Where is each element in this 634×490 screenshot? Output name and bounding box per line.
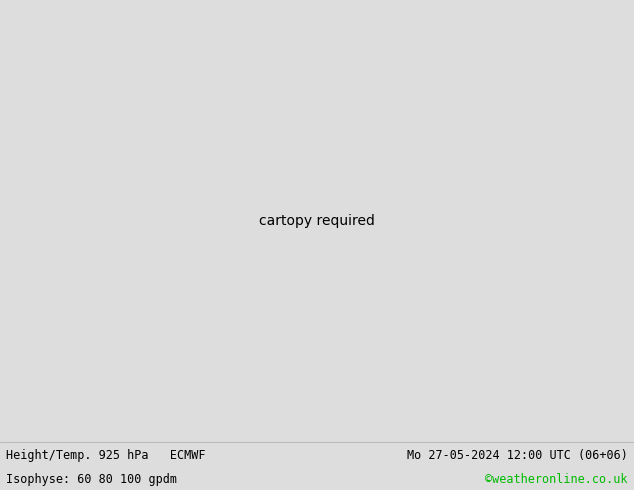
Text: ©weatheronline.co.uk: ©weatheronline.co.uk xyxy=(485,473,628,486)
Text: Height/Temp. 925 hPa   ECMWF: Height/Temp. 925 hPa ECMWF xyxy=(6,449,206,462)
Text: cartopy required: cartopy required xyxy=(259,214,375,228)
Text: Isophyse: 60 80 100 gpdm: Isophyse: 60 80 100 gpdm xyxy=(6,473,178,486)
Text: Mo 27-05-2024 12:00 UTC (06+06): Mo 27-05-2024 12:00 UTC (06+06) xyxy=(407,449,628,462)
